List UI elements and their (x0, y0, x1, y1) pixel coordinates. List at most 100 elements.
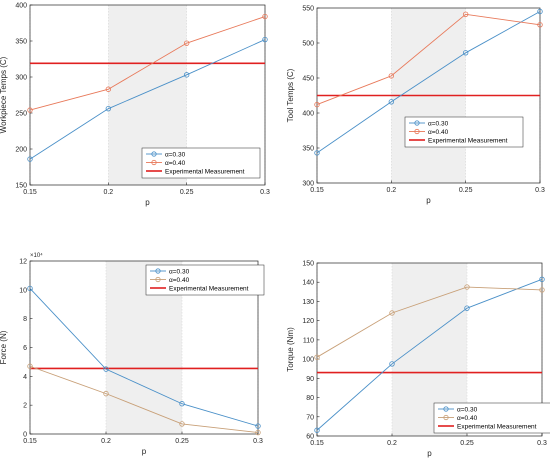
y-tick-label: 150 (302, 261, 314, 268)
y-tick-label: 300 (15, 75, 27, 82)
y-tick-label: 110 (303, 337, 314, 344)
y-tick-label: 350 (302, 146, 314, 153)
data-point-marker (255, 423, 261, 429)
y-tick-label: 4 (23, 374, 27, 381)
axes-box (316, 262, 543, 437)
data-point-marker (537, 22, 543, 28)
data-point-marker (27, 107, 33, 113)
data-point-marker (27, 363, 33, 369)
data-point-marker (183, 40, 190, 46)
legend-swatch-marker (151, 151, 157, 157)
chart-svg: 0.15 0.2 0.25 0.3 60 70 80 90 100 110 120 130 140 150… (286, 261, 550, 458)
series-line-2 (29, 16, 266, 111)
chart-force: 0.15 0.2 0.25 0.3 0 2 4 6 8 10 12 ×10⁴ p Force (N) α=0… (0, 231, 275, 462)
chart-tool-temps: 0.15 0.2 0.25 0.3 300 350 400 450 500 550 p Tool Te… (275, 0, 550, 231)
chart-workpiece-temps: 0.15 0.2 0.25 0.3 150 200 250 300 350 400 p Workpie… (0, 0, 275, 231)
data-point-marker (314, 101, 320, 108)
data-point-marker (262, 13, 268, 20)
legend-entry-label: α=0.40 (428, 129, 449, 136)
y-tick-label: 550 (302, 6, 314, 13)
legend-swatch-marker (443, 414, 449, 421)
y-tick-label: 2 (23, 403, 27, 410)
y-tick-label: 90 (306, 376, 314, 383)
series-line-1 (29, 288, 259, 427)
legend-swatch-marker (151, 159, 157, 166)
y-tick-label: 500 (302, 41, 314, 48)
y-tick-label: 140 (302, 280, 314, 287)
data-point-marker (179, 421, 185, 427)
chart-svg: 0.15 0.2 0.25 0.3 300 350 400 450 500 550 p Tool Te… (286, 6, 545, 206)
y-tick-label: 70 (306, 414, 314, 421)
data-point-marker (255, 429, 261, 436)
data-point-marker (389, 310, 395, 316)
x-axis-label: p (142, 447, 147, 456)
y-tick-label: 120 (302, 318, 314, 325)
legend-entry-label: α=0.40 (165, 160, 186, 167)
data-point-marker (27, 156, 33, 162)
x-tick-label: 0.3 (537, 440, 547, 447)
data-point-marker (179, 401, 185, 407)
y-tick-label: 8 (23, 316, 27, 323)
x-tick-label: 0.15 (23, 189, 37, 196)
y-axis-label: Workpiece Temps (C) (0, 56, 8, 133)
y-axis-label: Force (N) (0, 330, 8, 364)
data-point-marker (314, 427, 320, 433)
y-tick-label: 60 (306, 434, 314, 441)
y-tick-label: 150 (15, 183, 27, 190)
legend-box (404, 116, 524, 148)
x-tick-label: 0.2 (103, 189, 113, 196)
x-tick-label: 0.25 (180, 189, 194, 196)
x-tick-label: 0.2 (101, 438, 111, 445)
data-point-marker (105, 86, 112, 92)
x-tick-label: 0.3 (253, 438, 263, 445)
data-point-marker (314, 354, 320, 360)
axes-box (29, 4, 266, 186)
y-tick-label: 80 (306, 395, 314, 402)
legend-entry-label: α=0.40 (457, 415, 478, 422)
y-tick-label: 100 (302, 357, 314, 364)
legend-entry-label: α=0.30 (165, 151, 186, 158)
y-tick-label: 300 (302, 181, 314, 188)
x-axis-label: p (145, 198, 150, 207)
y-tick-label: 350 (15, 39, 27, 46)
y-tick-label: 6 (23, 345, 27, 352)
legend-entry-label: Experimental Measurement (169, 285, 249, 292)
data-point-marker (539, 287, 545, 293)
x-axis-label: p (427, 449, 432, 458)
x-axis-label: p (426, 196, 431, 205)
legend-swatch-marker (414, 128, 420, 135)
x-tick-label: 0.3 (260, 189, 270, 196)
data-point-marker (314, 150, 320, 156)
legend-entry-label: α=0.30 (169, 268, 190, 275)
legend-entry-label: Experimental Measurement (457, 423, 537, 430)
legend-entry-label: α=0.30 (428, 120, 449, 127)
legend-entry-label: α=0.30 (457, 406, 478, 413)
data-point-marker (388, 73, 395, 79)
legend-entry-label: Experimental Measurement (428, 137, 508, 144)
y-axis-label: Tool Temps (C) (286, 68, 295, 122)
data-point-marker (262, 36, 268, 43)
data-point-marker (27, 285, 33, 292)
y-exponent-label: ×10⁴ (30, 252, 43, 259)
y-tick-label: 400 (15, 3, 27, 10)
data-point-marker (464, 284, 470, 290)
legend-box (145, 264, 265, 296)
legend-box (433, 402, 550, 434)
x-tick-label: 0.25 (460, 440, 474, 447)
series-line-2 (316, 13, 541, 106)
legend-box (141, 147, 261, 179)
data-point-marker (183, 72, 190, 78)
chart-svg: 0.15 0.2 0.25 0.3 150 200 250 300 350 400 p Workpie… (0, 3, 270, 208)
y-tick-label: 250 (15, 111, 27, 118)
x-tick-label: 0.2 (386, 187, 396, 194)
chart-svg: 0.15 0.2 0.25 0.3 0 2 4 6 8 10 12×10⁴ p Force (N) α=0… (0, 252, 265, 456)
data-point-marker (389, 361, 395, 367)
data-point-marker (462, 11, 469, 17)
y-axis-label: Torque (Nm) (286, 327, 295, 372)
y-tick-label: 10 (19, 287, 27, 294)
y-tick-label: 0 (23, 432, 27, 439)
data-point-marker (537, 8, 543, 15)
legend-swatch-marker (155, 268, 161, 274)
